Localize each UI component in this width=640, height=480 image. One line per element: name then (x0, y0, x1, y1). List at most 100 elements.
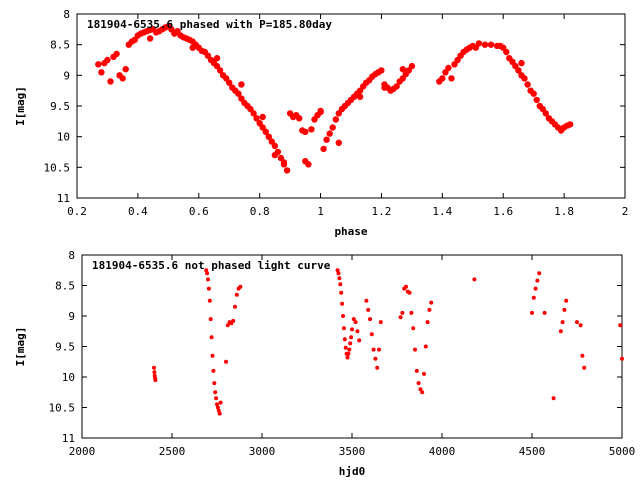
y-tick-label: 8 (63, 8, 70, 21)
data-point (213, 55, 221, 62)
x-tick-label: 2500 (159, 445, 186, 458)
data-point (226, 79, 233, 86)
data-point (225, 323, 230, 328)
data-point (265, 133, 272, 140)
data-point (535, 278, 540, 283)
data-point (208, 317, 213, 322)
data-point (353, 320, 358, 325)
x-tick-label: 1.8 (554, 205, 574, 218)
data-point (409, 310, 414, 315)
x-tick-label: 2 (622, 205, 629, 218)
data-point (320, 145, 327, 153)
data-point (146, 35, 154, 42)
data-point (171, 30, 178, 37)
data-point (423, 344, 428, 349)
data-point (560, 320, 565, 325)
data-point (215, 402, 219, 407)
data-point (332, 116, 339, 123)
data-point (582, 365, 587, 370)
data-point (503, 48, 510, 56)
data-point (341, 314, 345, 318)
data-point (283, 167, 291, 174)
data-point (564, 298, 569, 303)
data-point (542, 110, 549, 117)
data-point (413, 347, 417, 352)
y-axis-label: I[mag] (14, 327, 27, 367)
data-point (404, 284, 408, 289)
data-point (562, 307, 567, 312)
chart-title: 181904-6535.6 not phased light curve (92, 259, 331, 272)
y-tick-label: 10.5 (44, 161, 71, 174)
x-tick-label: 1 (317, 205, 324, 218)
data-point (290, 113, 297, 121)
data-point (381, 84, 388, 91)
data-point (407, 290, 412, 295)
data-point (524, 81, 531, 88)
data-point (472, 44, 479, 51)
data-point (542, 310, 547, 315)
data-point (439, 75, 446, 82)
data-point (224, 359, 228, 364)
data-point (211, 368, 216, 373)
unphased-light-curve-panel: 2000 2500 3000 3500 4000 4500 5000 8 8.5 9 9.5 10 10… (14, 249, 635, 478)
data-point (425, 320, 430, 325)
data-point (378, 320, 383, 325)
x-tick-label: 1.6 (493, 205, 513, 218)
data-point (206, 277, 210, 282)
data-point (351, 317, 356, 322)
data-point (420, 390, 425, 395)
data-point (308, 126, 315, 133)
data-point (349, 335, 354, 340)
data-point (342, 337, 347, 342)
x-tick-label: 2000 (69, 445, 96, 458)
y-tick-label: 9 (68, 310, 75, 323)
data-point (366, 307, 371, 312)
y-tick-label: 9.5 (50, 100, 70, 113)
x-axis-label: phase (334, 225, 367, 238)
tick-labels: 2000 2500 3000 3500 4000 4500 5000 8 8.5 9 9.5 10 10… (49, 249, 636, 458)
data-point (210, 353, 215, 358)
data-point (152, 365, 156, 370)
data-point (341, 326, 346, 331)
data-point (153, 378, 158, 383)
data-point (418, 387, 423, 392)
data-point (216, 408, 221, 413)
data-point (364, 298, 369, 303)
y-tick-label: 9.5 (55, 341, 75, 354)
data-point (580, 353, 585, 358)
data-point (238, 81, 245, 88)
data-point (323, 136, 330, 143)
data-point (338, 282, 343, 287)
data-point (95, 61, 102, 68)
data-point (336, 271, 341, 276)
x-tick-label: 3000 (249, 445, 276, 458)
data-point (122, 66, 129, 73)
phased-light-curve-panel: 0.2 0.4 0.6 0.8 1 1.2 1.4 1.6 1.8 2 8 8.5 9 9.5 10 10.5… (14, 8, 628, 238)
data-point (205, 271, 210, 276)
tick-marks (81, 254, 623, 439)
tick-labels: 0.2 0.4 0.6 0.8 1 1.2 1.4 1.6 1.8 2 8 8.5 9 9.5 10 10.5… (44, 8, 629, 218)
data-point (343, 345, 348, 350)
x-tick-label: 4000 (429, 445, 456, 458)
y-tick-label: 10 (57, 131, 70, 144)
y-tick-label: 8.5 (55, 280, 75, 293)
x-tick-label: 0.4 (128, 205, 148, 218)
data-point (317, 108, 324, 116)
data-point (357, 338, 362, 343)
tick-marks (76, 13, 626, 199)
data-point (371, 347, 376, 352)
data-point (107, 78, 114, 85)
data-point (329, 124, 336, 131)
data-point (472, 277, 477, 282)
chart-title: 181904-6535.6 phased with P=185.80day (87, 18, 332, 31)
data-point (429, 300, 434, 305)
data-point (448, 75, 455, 82)
data-point (119, 75, 126, 82)
data-point (551, 396, 556, 401)
data-point (280, 159, 288, 166)
data-point (515, 67, 522, 74)
data-points (152, 268, 624, 416)
data-point (250, 110, 257, 117)
data-point (400, 310, 405, 315)
